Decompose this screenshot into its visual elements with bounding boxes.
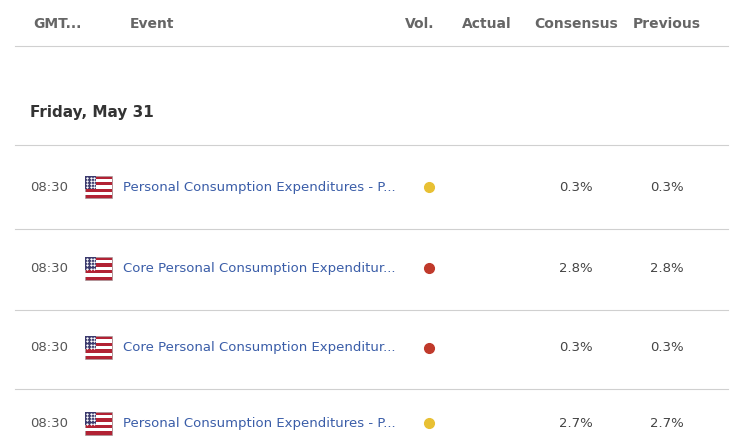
- Text: 08:30: 08:30: [30, 180, 68, 194]
- Bar: [85, 267, 112, 270]
- Text: GMT...: GMT...: [33, 17, 82, 31]
- Text: Consensus: Consensus: [534, 17, 617, 31]
- Text: 2.7%: 2.7%: [650, 417, 684, 430]
- Text: 2.8%: 2.8%: [559, 262, 593, 275]
- Bar: [85, 336, 112, 359]
- Text: 2.8%: 2.8%: [650, 262, 684, 275]
- Text: 0.3%: 0.3%: [650, 341, 684, 354]
- Bar: [85, 346, 112, 349]
- Bar: [85, 412, 96, 425]
- Text: 0.3%: 0.3%: [559, 180, 593, 194]
- Bar: [85, 179, 112, 182]
- Text: 2.7%: 2.7%: [559, 417, 593, 430]
- Text: Previous: Previous: [633, 17, 701, 31]
- Bar: [85, 185, 112, 189]
- Bar: [85, 352, 112, 356]
- Bar: [85, 336, 96, 349]
- Text: Friday, May 31: Friday, May 31: [30, 105, 154, 120]
- Text: 0.3%: 0.3%: [559, 341, 593, 354]
- Text: Vol.: Vol.: [405, 17, 435, 31]
- Text: Event: Event: [130, 17, 175, 31]
- Text: 08:30: 08:30: [30, 262, 68, 275]
- Text: Core Personal Consumption Expenditur...: Core Personal Consumption Expenditur...: [123, 262, 395, 275]
- Bar: [85, 412, 112, 435]
- Bar: [85, 339, 112, 343]
- Bar: [85, 257, 96, 270]
- Text: 0.3%: 0.3%: [650, 180, 684, 194]
- Bar: [85, 415, 112, 418]
- Bar: [85, 428, 112, 432]
- Bar: [85, 257, 112, 280]
- Bar: [85, 260, 112, 264]
- Bar: [85, 192, 112, 195]
- Bar: [85, 176, 96, 189]
- Bar: [85, 422, 112, 425]
- Text: Actual: Actual: [462, 17, 511, 31]
- Text: 08:30: 08:30: [30, 417, 68, 430]
- Text: Personal Consumption Expenditures - P...: Personal Consumption Expenditures - P...: [123, 180, 395, 194]
- Bar: [85, 176, 112, 198]
- Text: Core Personal Consumption Expenditur...: Core Personal Consumption Expenditur...: [123, 341, 395, 354]
- Text: Personal Consumption Expenditures - P...: Personal Consumption Expenditures - P...: [123, 417, 395, 430]
- Text: 08:30: 08:30: [30, 341, 68, 354]
- Bar: [85, 273, 112, 277]
